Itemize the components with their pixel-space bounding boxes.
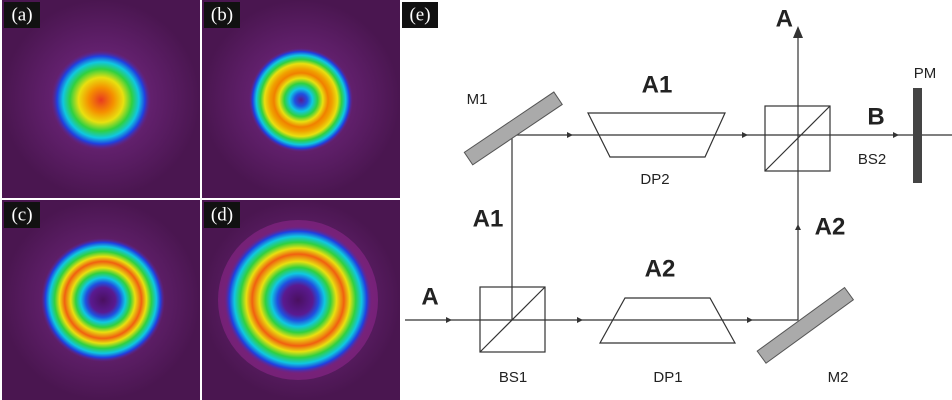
component-label: BS2 [858,151,886,168]
arm-label: A2 [645,255,676,282]
beam-a [51,50,151,150]
panel-label: (d) [211,204,233,225]
optical-setup: A A B A1 A2 A1 A2 PM M1 M2 BS1 BS2 DP1 D… [405,5,952,386]
beam-label: B [867,103,884,130]
panel-label: (c) [11,204,32,225]
arm-label: A1 [473,205,504,232]
component-label: PM [914,65,937,82]
figure: (a) (b) (c) (d) (e) A A B A1 A2 A1 A2 PM… [0,0,952,400]
mirror [757,288,853,364]
arm-label: A1 [642,71,673,98]
component-label: M1 [467,91,488,108]
panel-label: (b) [211,4,233,25]
panel-label: (a) [11,4,32,25]
beam-label: A [776,5,793,32]
power-meter [913,88,922,183]
arm-label: A2 [815,213,846,240]
component-label: M2 [828,369,849,386]
beam-d [224,226,372,374]
panel-label: (e) [409,4,430,25]
beam-path [405,35,952,320]
component-label: BS1 [499,369,527,386]
beam-images: (a) (b) (c) (d) (e) [2,0,438,400]
component-label: DP1 [653,369,682,386]
beam-b [249,48,353,152]
beam-c [41,238,165,362]
component-label: DP2 [640,171,669,188]
beam-label: A [421,283,438,310]
